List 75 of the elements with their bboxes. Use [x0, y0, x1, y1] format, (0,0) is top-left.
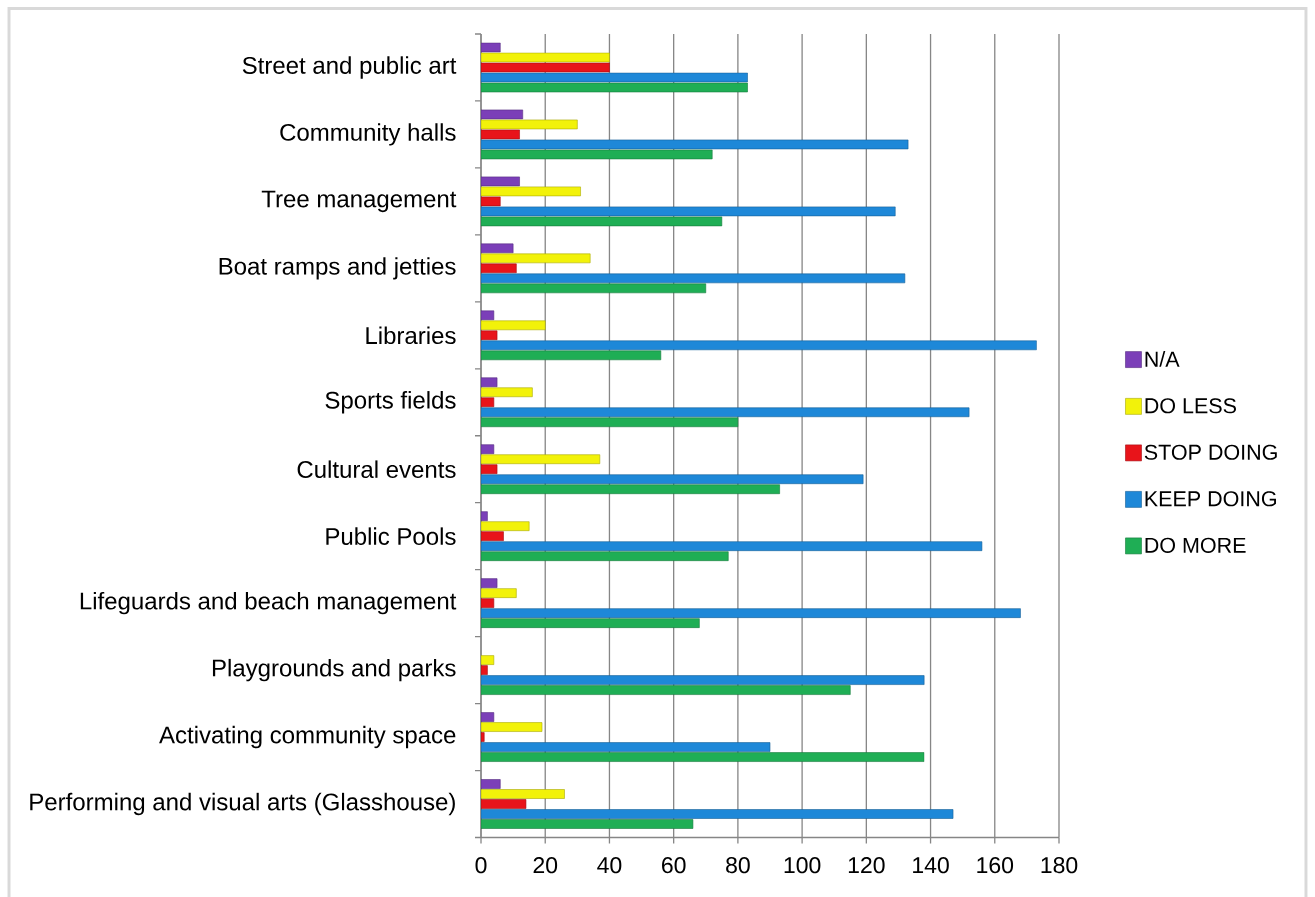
legend-label: STOP DOING [1144, 444, 1277, 460]
bar [481, 340, 1037, 351]
bar [481, 799, 527, 809]
bar [481, 655, 495, 665]
x-tick-label: 140 [913, 857, 949, 874]
y-tick-label: Playgrounds and parks [212, 658, 456, 682]
y-tick-label: Tree management [261, 190, 457, 213]
bar [481, 675, 925, 685]
bar [481, 464, 498, 475]
bar [481, 521, 530, 531]
bar [481, 665, 488, 675]
bar [481, 129, 520, 140]
bar [481, 283, 707, 294]
x-tick-label: 160 [977, 857, 1014, 874]
bar [481, 82, 748, 93]
bar [481, 789, 565, 799]
legend-label: N/A [1145, 351, 1180, 367]
x-tick-label: 180 [1041, 857, 1078, 874]
bar [481, 454, 601, 465]
bar [481, 139, 909, 150]
bar [481, 618, 700, 628]
x-tick-label: 120 [848, 857, 885, 874]
x-tick-label: 60 [662, 857, 686, 874]
y-tick-label: Activating community space [159, 725, 456, 749]
bar [481, 263, 517, 274]
x-tick-label: 20 [533, 857, 558, 874]
y-tick-label: Libraries [366, 326, 456, 345]
bar [481, 417, 739, 428]
bar [481, 598, 495, 608]
bar [481, 216, 723, 227]
bar [481, 685, 851, 695]
bar [481, 397, 495, 408]
bar [481, 407, 970, 418]
y-tick-label: Lifeguards and beach management [80, 591, 457, 615]
bar [481, 273, 906, 284]
bar [481, 752, 925, 762]
bar [481, 206, 896, 217]
bar [481, 742, 771, 752]
bar [481, 722, 543, 732]
x-tick-label: 0 [475, 857, 487, 874]
legend-label: DO LESS [1145, 398, 1236, 414]
bar [481, 72, 748, 83]
y-tick-label: Cultural events [297, 460, 456, 479]
bar [481, 819, 694, 829]
bar [481, 186, 581, 197]
y-tick-label: Sports fields [325, 391, 456, 414]
bar [481, 320, 546, 331]
bar [481, 484, 780, 495]
x-tick-label: 80 [726, 857, 750, 874]
legend-label: DO MORE [1145, 537, 1246, 553]
y-tick-label: Public Pools [326, 527, 456, 545]
legend-label: KEEP DOING [1145, 491, 1276, 507]
y-tick-label: Street and public art [242, 56, 457, 79]
bar [481, 551, 729, 561]
y-tick-label: Community halls [280, 123, 456, 146]
bar [481, 196, 501, 207]
bar [481, 253, 591, 264]
bar [481, 119, 578, 130]
x-tick-label: 100 [784, 857, 821, 874]
bar [481, 350, 662, 361]
bar [481, 52, 610, 63]
bar [481, 149, 713, 160]
bar [481, 608, 1021, 618]
bar [481, 62, 610, 73]
bar [481, 474, 864, 485]
bar [481, 588, 517, 598]
y-tick-label: Performing and visual arts (Glasshouse) [30, 792, 455, 816]
x-tick-label: 40 [597, 857, 622, 874]
bar [481, 732, 485, 742]
y-tick-label: Boat ramps and jetties [219, 257, 456, 280]
bar [481, 330, 498, 341]
bar [481, 809, 954, 819]
bar [481, 541, 983, 551]
bar [481, 531, 504, 541]
bar [481, 387, 533, 398]
